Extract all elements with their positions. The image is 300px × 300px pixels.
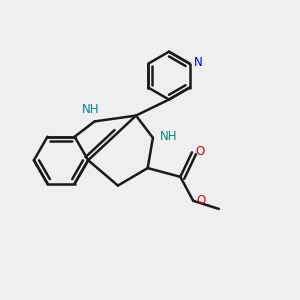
Text: NH: NH bbox=[160, 130, 178, 143]
Text: O: O bbox=[197, 194, 206, 207]
Text: O: O bbox=[196, 145, 205, 158]
Text: N: N bbox=[194, 56, 203, 69]
Text: NH: NH bbox=[82, 103, 100, 116]
